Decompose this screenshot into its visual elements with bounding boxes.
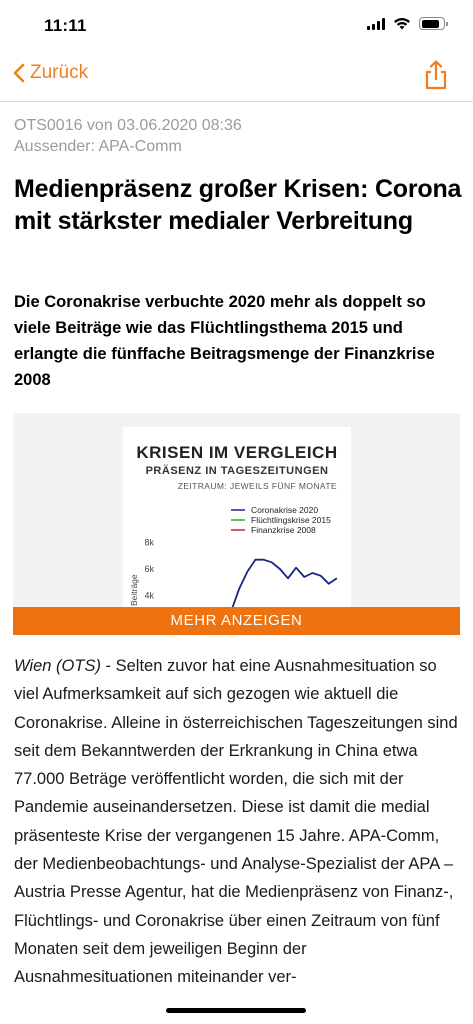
article-body-text: - Selten zuvor hat eine Ausnahmesituatio…: [14, 657, 458, 987]
series-line: [230, 558, 338, 613]
y-tick-label: 8k: [144, 537, 154, 547]
article-headline: Medienpräsenz großer Krisen: Corona mit …: [14, 175, 462, 235]
battery-level: [421, 19, 440, 28]
y-axis-label: hl Beiträge: [129, 574, 139, 615]
article-id-date: OTS0016 von 03.06.2020 08:36: [14, 117, 242, 134]
chart-card: 8k 6k 4k hl Beiträge Coronakrise 2020 Flüchtl…: [123, 427, 351, 627]
legend-label: Finanzkrise 2008: [251, 525, 316, 535]
article-meta: OTS0016 von 03.06.2020 08:36 Aussender: …: [14, 115, 459, 157]
status-time: 11:11: [44, 16, 87, 35]
wifi-icon: [394, 18, 410, 30]
back-label: Zurück: [30, 62, 89, 83]
legend-label: Flüchtlingskrise 2015: [251, 515, 331, 525]
share-button[interactable]: [423, 60, 449, 95]
line-chart: 8k 6k 4k hl Beiträge Coronakrise 2020Flüchtl…: [129, 505, 338, 615]
y-tick-label: 6k: [144, 564, 154, 574]
cellular-signal-icon: [367, 17, 385, 30]
article-sender: Aussender: APA-Comm: [14, 138, 182, 155]
legend-label: Coronakrise 2020: [251, 505, 318, 515]
back-button[interactable]: Zurück: [12, 62, 88, 84]
share-icon: [425, 60, 447, 90]
status-icons: [367, 17, 448, 30]
article-lead: Die Coronakrise verbuchte 2020 mehr als …: [14, 293, 435, 389]
article-figure[interactable]: 8k 6k 4k hl Beiträge Coronakrise 2020 Flüchtl…: [13, 413, 460, 635]
navigation-bar: Zurück: [0, 50, 473, 102]
chart-subtitle: PRÄSENZ IN TAGESZEITUNGEN: [145, 465, 329, 477]
article-body: Wien (OTS) - Selten zuvor hat eine Ausna…: [14, 652, 464, 992]
home-indicator[interactable]: [166, 1008, 306, 1013]
chevron-left-icon: [13, 63, 25, 83]
chart-title: KRISEN IM VERGLEICH: [136, 443, 338, 462]
chart-note: ZEITRAUM: JEWEILS FÜNF MONATE: [177, 481, 337, 491]
status-bar: 11:11: [0, 0, 473, 50]
article-location: Wien (OTS): [14, 657, 101, 675]
show-more-button[interactable]: MEHR ANZEIGEN: [13, 607, 460, 635]
battery-icon: [419, 17, 448, 30]
y-tick-label: 4k: [144, 591, 154, 601]
